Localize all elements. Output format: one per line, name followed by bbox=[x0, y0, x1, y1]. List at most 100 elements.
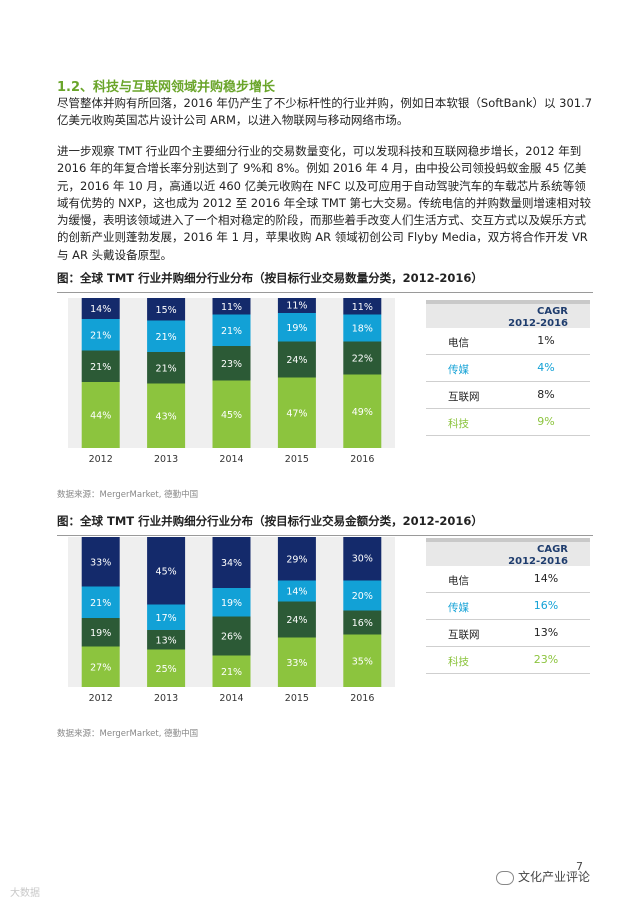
data-label: 19% bbox=[286, 323, 307, 334]
data-label: 21% bbox=[156, 363, 177, 374]
data-label: 11% bbox=[286, 300, 307, 311]
bar-segment bbox=[277, 580, 316, 602]
bar-segment bbox=[343, 610, 382, 635]
cagr-row: 科技 23% bbox=[426, 647, 590, 674]
figure1-rule bbox=[57, 292, 593, 293]
cagr-row: 电信 1% bbox=[426, 328, 590, 355]
cagr-row: 传媒 16% bbox=[426, 593, 590, 620]
data-label: 21% bbox=[90, 598, 111, 609]
brand-text: 文化产业评论 bbox=[518, 870, 591, 884]
wechat-icon bbox=[496, 870, 514, 885]
watermark: 大数据 bbox=[10, 888, 40, 899]
bar-segment bbox=[212, 346, 251, 381]
bar-segment bbox=[147, 383, 186, 448]
data-label: 21% bbox=[221, 667, 242, 678]
cagr-row: 互联网 8% bbox=[426, 382, 590, 409]
data-label: 19% bbox=[90, 628, 111, 639]
figure1-chart: 44% 21% 21% 14% 2012 43% 21% 21% 15% 2013 45% 23% 21… bbox=[68, 298, 395, 465]
x-tick-label: 2016 bbox=[350, 693, 374, 704]
figure2-source: 数据来源：MergerMarket, 德勤中国 bbox=[57, 729, 199, 739]
x-tick-label: 2015 bbox=[285, 454, 309, 465]
cagr-segment-label: 科技 bbox=[448, 418, 469, 430]
figure2-cagr-table: CAGR 2012-2016 电信 14% 传媒 16% 互联网 13% 科技 23% bbox=[426, 538, 590, 674]
cagr-segment-label: 科技 bbox=[448, 656, 469, 668]
data-label: 26% bbox=[221, 632, 242, 643]
data-label: 14% bbox=[90, 304, 111, 315]
bar-segment bbox=[277, 313, 316, 342]
data-label: 18% bbox=[352, 324, 373, 335]
cagr-header: CAGR 2012-2016 bbox=[426, 300, 590, 329]
bar-segment bbox=[147, 298, 186, 321]
data-label: 21% bbox=[90, 362, 111, 373]
data-label: 11% bbox=[352, 302, 373, 313]
figure1-source: 数据来源：MergerMarket, 德勤中国 bbox=[57, 490, 199, 500]
data-label: 30% bbox=[352, 554, 373, 565]
data-label: 33% bbox=[286, 658, 307, 669]
bar-segment bbox=[343, 314, 382, 342]
bar-segment bbox=[81, 382, 120, 448]
cagr-value: 4% bbox=[537, 361, 555, 374]
data-label: 33% bbox=[90, 557, 111, 568]
bar-segment bbox=[147, 649, 186, 687]
section-heading: 1.2、科技与互联网领域并购稳步增长 bbox=[57, 80, 276, 95]
data-label: 43% bbox=[156, 411, 177, 422]
data-label: 24% bbox=[286, 355, 307, 366]
bar-segment bbox=[343, 374, 382, 448]
bar-segment bbox=[212, 314, 251, 346]
bar-segment bbox=[212, 588, 251, 617]
data-label: 29% bbox=[286, 554, 307, 565]
bar-segment bbox=[343, 537, 382, 581]
bar-segment bbox=[212, 380, 251, 448]
bar-segment bbox=[81, 618, 120, 647]
cagr-header-line: CAGR bbox=[537, 544, 568, 555]
brand-label: 文化产业评论 bbox=[496, 868, 590, 885]
bar-segment bbox=[343, 580, 382, 611]
bar-segment bbox=[81, 537, 120, 587]
data-label: 47% bbox=[286, 408, 307, 419]
cagr-row: 电信 14% bbox=[426, 566, 590, 593]
bar-segment bbox=[343, 634, 382, 687]
bar-segment bbox=[147, 537, 186, 605]
bar-segment bbox=[343, 298, 382, 315]
data-label: 16% bbox=[352, 618, 373, 629]
figure2-chart: 27% 19% 21% 33% 2012 25% 13% 17% 45% 2013 21% 26% 19… bbox=[68, 537, 395, 704]
x-tick-label: 2016 bbox=[350, 454, 374, 465]
cagr-segment-label: 电信 bbox=[448, 337, 469, 349]
cagr-header-line: 2012-2016 bbox=[508, 556, 568, 567]
data-label: 22% bbox=[352, 354, 373, 365]
data-label: 19% bbox=[221, 598, 242, 609]
cagr-row: 互联网 13% bbox=[426, 620, 590, 647]
bar-segment bbox=[81, 319, 120, 351]
data-label: 13% bbox=[156, 635, 177, 646]
data-label: 24% bbox=[286, 615, 307, 626]
x-tick-label: 2012 bbox=[89, 454, 113, 465]
cagr-segment-label: 传媒 bbox=[448, 364, 469, 376]
cagr-value: 1% bbox=[537, 334, 555, 347]
data-label: 34% bbox=[221, 558, 242, 569]
bar-segment bbox=[81, 646, 120, 687]
data-label: 21% bbox=[90, 330, 111, 341]
cagr-segment-label: 传媒 bbox=[448, 602, 469, 614]
bar-segment bbox=[212, 616, 251, 656]
figure2-rule bbox=[57, 535, 593, 536]
cagr-segment-label: 电信 bbox=[448, 575, 469, 587]
data-label: 27% bbox=[90, 662, 111, 673]
bar-segment bbox=[277, 601, 316, 638]
data-label: 23% bbox=[221, 359, 242, 370]
x-tick-label: 2013 bbox=[154, 454, 178, 465]
bar-segment bbox=[277, 298, 316, 313]
bar-segment bbox=[81, 586, 120, 618]
x-tick-label: 2013 bbox=[154, 693, 178, 704]
bar-segment bbox=[147, 630, 186, 650]
bar-segment bbox=[147, 352, 186, 384]
cagr-value: 9% bbox=[537, 415, 555, 428]
data-label: 20% bbox=[352, 591, 373, 602]
bar-segment bbox=[81, 350, 120, 382]
cagr-value: 23% bbox=[533, 653, 559, 666]
bar-segment bbox=[81, 298, 120, 319]
data-label: 45% bbox=[156, 566, 177, 577]
data-label: 11% bbox=[221, 302, 242, 313]
data-label: 17% bbox=[156, 613, 177, 624]
bar-segment bbox=[343, 341, 382, 375]
data-label: 14% bbox=[286, 587, 307, 598]
